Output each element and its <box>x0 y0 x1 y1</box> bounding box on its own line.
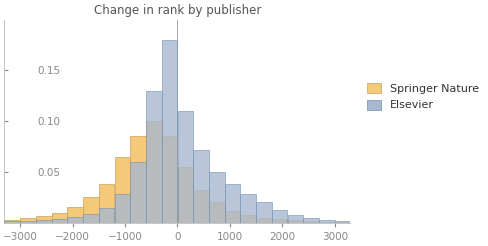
Bar <box>83 214 99 223</box>
Bar <box>99 208 115 223</box>
Bar <box>162 137 177 223</box>
Bar <box>224 211 240 223</box>
Bar <box>99 184 115 223</box>
Bar <box>20 221 36 223</box>
Title: Change in rank by publisher: Change in rank by publisher <box>94 4 261 17</box>
Bar <box>287 220 303 223</box>
Bar <box>287 215 303 223</box>
Bar <box>319 222 335 223</box>
Bar <box>241 215 256 223</box>
Bar <box>36 220 52 223</box>
Bar <box>146 121 162 223</box>
Bar <box>241 194 256 223</box>
Bar <box>52 219 67 223</box>
Bar <box>256 218 272 223</box>
Bar <box>36 216 52 223</box>
Bar <box>178 111 193 223</box>
Bar <box>20 218 36 223</box>
Bar <box>304 221 319 223</box>
Bar <box>319 220 335 223</box>
Bar <box>146 91 162 223</box>
Bar <box>83 198 99 223</box>
Bar <box>224 184 240 223</box>
Bar <box>193 190 209 223</box>
Bar <box>162 40 177 223</box>
Bar <box>4 221 20 223</box>
Bar <box>130 137 146 223</box>
Legend: Springer Nature, Elsevier: Springer Nature, Elsevier <box>363 79 483 115</box>
Bar <box>52 213 67 223</box>
Bar <box>272 210 287 223</box>
Bar <box>178 167 193 223</box>
Bar <box>256 202 272 223</box>
Bar <box>115 194 130 223</box>
Bar <box>335 221 350 223</box>
Bar <box>335 222 350 223</box>
Bar <box>4 220 20 223</box>
Bar <box>272 219 287 223</box>
Bar <box>115 157 130 223</box>
Bar <box>209 202 224 223</box>
Bar <box>304 218 319 223</box>
Bar <box>209 172 224 223</box>
Bar <box>130 162 146 223</box>
Bar <box>67 217 83 223</box>
Bar <box>67 207 83 223</box>
Bar <box>193 150 209 223</box>
